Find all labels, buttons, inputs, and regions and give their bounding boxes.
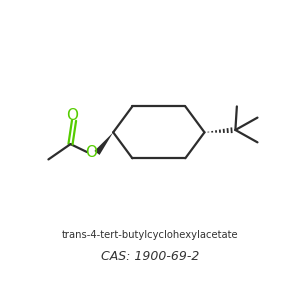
Text: O: O bbox=[67, 108, 79, 123]
Text: CAS: 1900-69-2: CAS: 1900-69-2 bbox=[101, 250, 199, 263]
Text: O: O bbox=[85, 145, 97, 160]
Text: trans-4-tert-butylcyclohexylacetate: trans-4-tert-butylcyclohexylacetate bbox=[62, 230, 238, 240]
Polygon shape bbox=[94, 132, 113, 155]
